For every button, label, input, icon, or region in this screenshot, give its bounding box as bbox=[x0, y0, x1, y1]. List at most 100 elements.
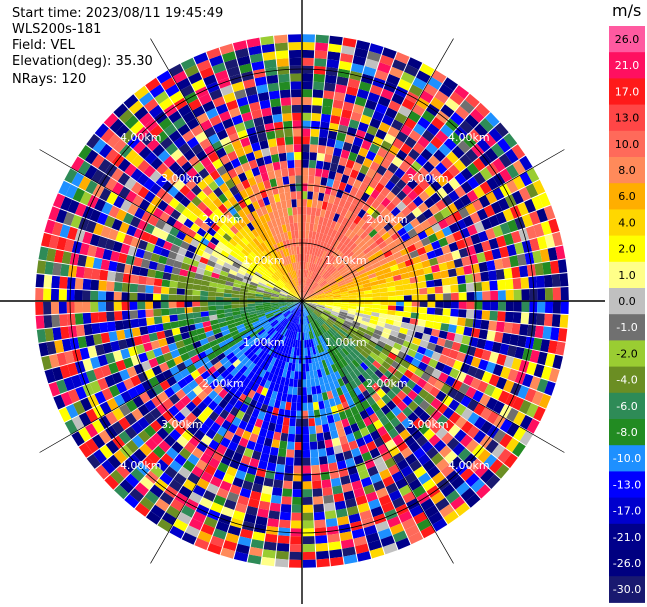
velocity-gate bbox=[325, 331, 332, 339]
velocity-gate bbox=[388, 445, 401, 457]
velocity-gate bbox=[514, 216, 526, 230]
velocity-gate bbox=[240, 288, 249, 293]
velocity-gate bbox=[369, 117, 382, 129]
velocity-gate bbox=[247, 231, 256, 240]
velocity-gate bbox=[185, 412, 197, 424]
velocity-gate bbox=[252, 531, 266, 542]
velocity-gate bbox=[354, 236, 363, 246]
velocity-gate bbox=[248, 45, 262, 56]
velocity-gate bbox=[124, 412, 137, 426]
velocity-gate bbox=[216, 241, 226, 250]
velocity-gate bbox=[544, 234, 556, 248]
velocity-gate bbox=[391, 470, 404, 483]
velocity-gate bbox=[236, 255, 245, 263]
velocity-gate bbox=[330, 238, 338, 247]
range-ring-label: 3.00km bbox=[161, 172, 203, 185]
velocity-gate bbox=[231, 304, 240, 309]
velocity-gate bbox=[509, 205, 522, 219]
velocity-gate bbox=[361, 279, 371, 285]
velocity-gate bbox=[150, 157, 163, 170]
velocity-gate bbox=[234, 336, 243, 344]
velocity-gate bbox=[268, 90, 280, 100]
velocity-gate bbox=[414, 352, 424, 362]
velocity-gate bbox=[302, 120, 311, 129]
velocity-gate bbox=[507, 368, 519, 382]
velocity-gate bbox=[281, 318, 288, 326]
velocity-gate bbox=[284, 464, 294, 474]
velocity-gate bbox=[372, 304, 381, 309]
velocity-gate bbox=[407, 201, 418, 212]
velocity-gate bbox=[265, 162, 274, 173]
velocity-gate bbox=[169, 460, 183, 473]
velocity-gate bbox=[98, 301, 107, 312]
velocity-gate bbox=[302, 175, 309, 184]
velocity-gate bbox=[329, 35, 343, 46]
velocity-gate bbox=[272, 309, 281, 314]
velocity-gate bbox=[351, 447, 362, 458]
velocity-gate bbox=[177, 123, 191, 136]
velocity-gate bbox=[485, 397, 498, 411]
velocity-gate bbox=[297, 324, 300, 333]
velocity-gate bbox=[100, 364, 112, 377]
velocity-gate bbox=[178, 104, 192, 117]
velocity-gate bbox=[360, 476, 373, 488]
velocity-gate bbox=[187, 349, 198, 358]
velocity-gate bbox=[295, 324, 299, 332]
velocity-gate bbox=[307, 331, 311, 340]
velocity-gate bbox=[274, 252, 281, 261]
velocity-gate bbox=[316, 318, 323, 326]
velocity-gate bbox=[312, 312, 319, 319]
velocity-gate bbox=[333, 322, 342, 329]
velocity-gate bbox=[351, 359, 360, 368]
velocity-gate bbox=[421, 355, 431, 365]
velocity-gate bbox=[382, 47, 397, 59]
velocity-gate bbox=[415, 268, 425, 277]
velocity-gate bbox=[341, 296, 349, 299]
velocity-gate bbox=[387, 352, 398, 361]
velocity-gate bbox=[370, 373, 380, 383]
velocity-gate bbox=[324, 235, 331, 244]
velocity-gate bbox=[349, 472, 361, 483]
velocity-gate bbox=[130, 120, 144, 135]
velocity-gate bbox=[179, 184, 191, 196]
velocity-gate bbox=[443, 510, 459, 525]
velocity-gate bbox=[308, 339, 312, 348]
velocity-gate bbox=[306, 270, 310, 279]
velocity-gate bbox=[290, 306, 297, 313]
velocity-gate bbox=[271, 274, 279, 282]
velocity-gate bbox=[355, 437, 366, 448]
velocity-gate bbox=[240, 262, 250, 270]
velocity-gate bbox=[519, 171, 533, 187]
velocity-gate bbox=[244, 256, 254, 265]
velocity-gate bbox=[451, 341, 462, 352]
velocity-gate bbox=[302, 301, 308, 308]
velocity-gate bbox=[304, 246, 308, 255]
velocity-gate bbox=[442, 182, 454, 195]
velocity-gate bbox=[318, 316, 326, 324]
velocity-gate bbox=[186, 228, 197, 239]
velocity-gate bbox=[293, 262, 297, 271]
velocity-gate bbox=[155, 354, 166, 365]
velocity-gate bbox=[363, 310, 372, 316]
velocity-gate bbox=[405, 524, 420, 538]
velocity-gate bbox=[353, 536, 367, 547]
velocity-gate bbox=[255, 367, 263, 376]
velocity-gate bbox=[265, 248, 272, 257]
velocity-gate bbox=[349, 325, 358, 333]
velocity-gate bbox=[292, 307, 298, 314]
velocity-gate bbox=[369, 319, 378, 325]
velocity-gate bbox=[266, 238, 274, 247]
velocity-gate bbox=[241, 179, 251, 190]
velocity-gate bbox=[285, 239, 291, 248]
velocity-gate bbox=[324, 322, 332, 329]
velocity-gate bbox=[403, 289, 412, 296]
velocity-gate bbox=[200, 222, 211, 232]
velocity-gate bbox=[293, 214, 298, 223]
velocity-gate bbox=[148, 104, 163, 119]
velocity-gate bbox=[477, 449, 491, 464]
velocity-gate bbox=[485, 474, 501, 489]
velocity-gate bbox=[519, 265, 529, 278]
velocity-gate bbox=[359, 164, 370, 175]
velocity-gate bbox=[130, 216, 141, 228]
velocity-gate bbox=[388, 296, 397, 301]
